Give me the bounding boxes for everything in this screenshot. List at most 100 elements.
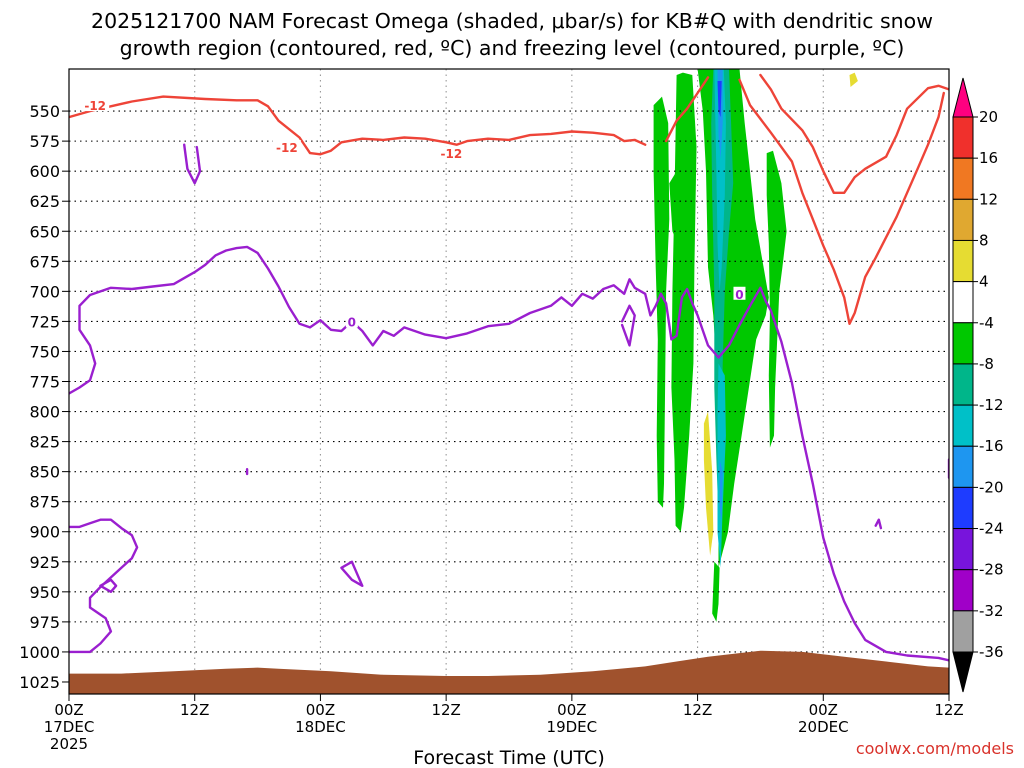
terrain-layer [69, 650, 949, 694]
omega-region-14 [712, 561, 720, 622]
omega-region-1 [318, 387, 342, 506]
x-tick-label-4-1: 00Z [557, 701, 586, 719]
colorbar-label-9: -20 [979, 478, 1004, 496]
freezing-contour-label-0: 0 [348, 315, 356, 329]
colorbar-swatch-4-to--4 [952, 281, 974, 324]
omega-shading-layer [233, 69, 910, 628]
x-tick-label-1-1: 12Z [180, 701, 209, 719]
omega-region-7 [703, 411, 714, 556]
freezing-contour-line-7 [874, 518, 883, 530]
colorbar-label-2: 12 [979, 190, 998, 208]
y-tick-label-550: 550 [29, 102, 60, 121]
colorbar-label-13: -36 [979, 643, 1004, 661]
x-tick-label-0-3: 2025 [50, 735, 88, 753]
dendritic-contour-label-bg-0 [81, 98, 110, 112]
dendritic-contour-label-1: -12 [276, 141, 298, 155]
dendritic-contour-line-1 [664, 76, 710, 143]
colorbar-label-7: -12 [979, 396, 1004, 414]
credit-text: coolwx.com/models [856, 739, 1014, 758]
dendritic-contour-label-bg-1 [272, 140, 301, 154]
omega-region-4 [816, 423, 828, 592]
freezing-contour-line-4 [340, 560, 364, 587]
contour-layer [69, 73, 949, 662]
colorbar-label-0: 20 [979, 108, 998, 126]
x-tick-label-2-2: 18DEC [295, 718, 346, 736]
y-tick-label-950: 950 [29, 583, 60, 602]
dendritic-contour-label-0: -12 [84, 99, 106, 113]
colorbar-swatch--28-to--32 [952, 569, 974, 612]
y-tick-label-775: 775 [29, 373, 60, 392]
colorbar-swatch-8-to-4 [952, 239, 974, 283]
omega-region-11 [671, 72, 697, 532]
omega-region-5 [840, 69, 910, 574]
omega-region-18 [717, 81, 722, 118]
x-tick-label-0-2: 17DEC [44, 718, 95, 736]
x-tick-label-3-1: 12Z [431, 701, 460, 719]
colorbar-swatch-20-to-16 [952, 116, 974, 159]
colorbar-label-10: -24 [979, 520, 1004, 538]
colorbar-bottom-triangle [952, 651, 974, 693]
colorbar-swatch--12-to--16 [952, 404, 974, 447]
colorbar-swatch--32-to--36 [952, 610, 974, 653]
omega-region-0 [233, 69, 243, 226]
colorbar-swatch--20-to--24 [952, 486, 974, 530]
y-tick-label-575: 575 [29, 132, 60, 151]
colorbar-label-3: 8 [979, 231, 989, 249]
freezing-contour-line-2 [99, 578, 118, 593]
colorbar-label-12: -32 [979, 602, 1004, 620]
colorbar-swatch--4-to--8 [952, 322, 974, 365]
colorbar-top-triangle [952, 77, 974, 118]
omega-region-6 [797, 474, 803, 508]
omega-region-9 [653, 96, 670, 508]
y-tick-label-650: 650 [29, 222, 60, 241]
freezing-contour-line-0 [69, 245, 949, 662]
y-tick-label-825: 825 [29, 433, 60, 452]
omega-region-20 [719, 459, 723, 520]
y-tick-label-600: 600 [29, 162, 60, 181]
x-tick-label-0-1: 00Z [54, 701, 83, 719]
y-tick-label-900: 900 [29, 523, 60, 542]
y-tick-label-975: 975 [29, 613, 60, 632]
colorbar-label-8: -16 [979, 437, 1004, 455]
dendritic-contour-line-2 [759, 73, 949, 194]
omega-region-16 [714, 69, 726, 292]
colorbar-swatch--16-to--20 [952, 445, 974, 488]
omega-region-8 [849, 72, 858, 87]
freezing-contour-line-3 [183, 143, 202, 185]
y-tick-label-725: 725 [29, 312, 60, 331]
x-tick-label-6-2: 20DEC [798, 718, 849, 736]
freezing-contour-line-5 [620, 304, 636, 347]
y-tick-label-750: 750 [29, 342, 60, 361]
x-tick-label-7-1: 12Z [934, 701, 963, 719]
colorbar-swatch-12-to-8 [952, 198, 974, 241]
colorbar-label-4: 4 [979, 273, 989, 291]
x-tick-label-2-1: 00Z [306, 701, 335, 719]
y-tick-label-1025: 1025 [19, 673, 60, 692]
dendritic-contour-label-2: -12 [441, 147, 463, 161]
dendritic-contour-line-3 [738, 78, 945, 325]
y-tick-label-675: 675 [29, 252, 60, 271]
x-tick-label-6-1: 00Z [809, 701, 838, 719]
omega-region-2 [289, 563, 298, 583]
colorbar: 20 16 12 8 4 -4 -8 -12 -16 -20 -24 -28 -32 -36 [952, 77, 1004, 693]
dendritic-contour-line-0 [69, 95, 647, 156]
colorbar-label-6: -8 [979, 355, 994, 373]
chart-title-line-2: growth region (contoured, red, ºC) and f… [120, 36, 905, 60]
terrain-fill [69, 650, 949, 694]
x-tick-label-4-2: 19DEC [547, 718, 598, 736]
dendritic-contour-label-bg-2 [437, 146, 466, 160]
omega-region-19 [717, 363, 726, 568]
y-tick-label-700: 700 [29, 282, 60, 301]
colorbar-label-1: 16 [979, 149, 998, 167]
y-axis-ticks: 550 575 600 625 650 675 700 725 750 775 800 825 850 8… [19, 102, 69, 692]
y-tick-label-800: 800 [29, 403, 60, 422]
freezing-contour-label-bg-1 [733, 286, 746, 300]
y-tick-label-1000: 1000 [19, 643, 60, 662]
contour-labels: -12 -12 -12 0 0 [81, 98, 746, 329]
colorbar-label-5: -4 [979, 314, 994, 332]
x-axis-title: Forecast Time (UTC) [413, 747, 604, 768]
colorbar-swatch-16-to-12 [952, 157, 974, 200]
colorbar-swatch--8-to--12 [952, 363, 974, 406]
y-tick-label-925: 925 [29, 553, 60, 572]
